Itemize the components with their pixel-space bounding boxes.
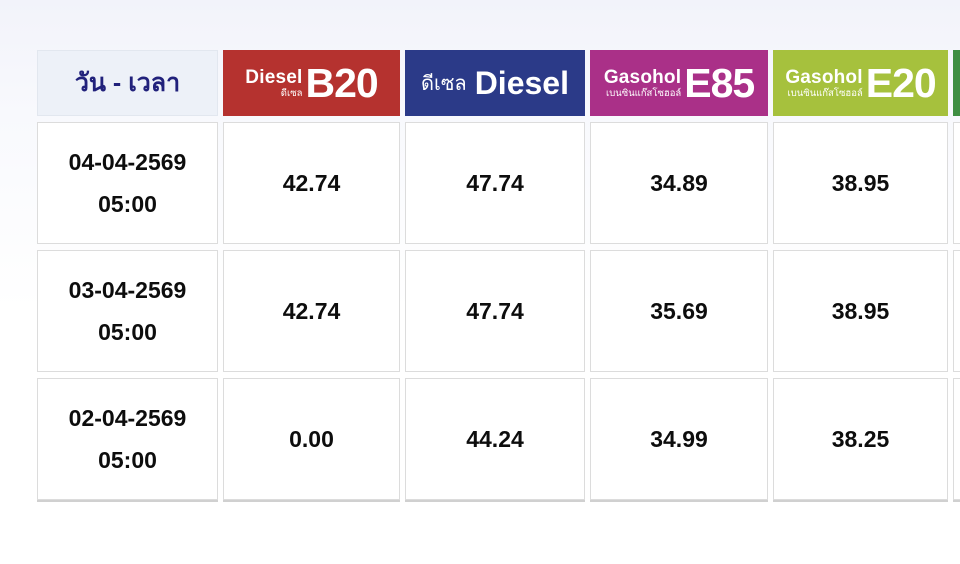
- gasohol-e85-brand-stack: Gasohol เบนซินแก๊สโซฮอล์: [604, 68, 681, 99]
- date-time-header: วัน - เวลา: [37, 50, 218, 116]
- diesel-b20-brand-stack: Diesel ดีเซล: [245, 68, 302, 99]
- price-cell: 47.74: [405, 250, 585, 372]
- gasohol-e85-brand: Gasohol: [603, 66, 682, 88]
- price-cell: 38.25: [773, 378, 948, 500]
- date-cell: 03-04-2569 05:00: [37, 250, 218, 372]
- price-cell: 42.74: [223, 122, 400, 244]
- gasohol-e20-brand-stack: Gasohol เบนซินแก๊สโซฮอล์: [785, 68, 862, 99]
- diesel-code: Diesel: [474, 65, 569, 101]
- price-cell: 42.74: [223, 250, 400, 372]
- date-value: 02-04-2569: [68, 404, 187, 431]
- time-value: 05:00: [98, 318, 157, 345]
- header-diesel: ดีเซล Diesel: [405, 50, 585, 116]
- gasohol-e20-brand: Gasohol: [785, 66, 863, 88]
- date-cell: 04-04-2569 05:00: [37, 122, 218, 244]
- header-next-column-partial: [953, 50, 960, 116]
- date-cell: 02-04-2569 05:00: [37, 378, 218, 500]
- price-cell: 34.99: [590, 378, 768, 500]
- fuel-price-table: วัน - เวลา Diesel ดีเซล B20 ดีเซล Diesel…: [37, 50, 960, 500]
- time-value: 05:00: [98, 446, 157, 473]
- gasohol-e85-sub: เบนซินแก๊สโซฮอล์: [605, 87, 682, 99]
- price-cell: 35.69: [590, 250, 768, 372]
- price-cell: 34.89: [590, 122, 768, 244]
- price-cell-partial: [953, 250, 960, 372]
- header-diesel-b20: Diesel ดีเซล B20: [223, 50, 400, 116]
- diesel-b20-sub: ดีเซล: [280, 87, 303, 99]
- date-time-header-label: วัน - เวลา: [74, 69, 181, 97]
- price-cell: 38.95: [773, 250, 948, 372]
- price-cell: 0.00: [223, 378, 400, 500]
- gasohol-e20-code: E20: [865, 59, 937, 106]
- time-value: 05:00: [98, 190, 157, 217]
- gasohol-e20-sub: เบนซินแก๊สโซฮอล์: [787, 87, 863, 99]
- diesel-b20-code: B20: [305, 59, 378, 106]
- header-gasohol-e20: Gasohol เบนซินแก๊สโซฮอล์ E20: [773, 50, 948, 116]
- gasohol-e85-code: E85: [684, 59, 755, 106]
- price-cell-partial: [953, 378, 960, 500]
- price-cell: 47.74: [405, 122, 585, 244]
- date-value: 03-04-2569: [68, 276, 187, 303]
- price-cell: 44.24: [405, 378, 585, 500]
- diesel-b20-brand: Diesel: [245, 66, 303, 88]
- date-value: 04-04-2569: [68, 148, 187, 175]
- diesel-thai: ดีเซล: [421, 73, 467, 95]
- header-gasohol-e85: Gasohol เบนซินแก๊สโซฮอล์ E85: [590, 50, 768, 116]
- price-cell-partial: [953, 122, 960, 244]
- price-cell: 38.95: [773, 122, 948, 244]
